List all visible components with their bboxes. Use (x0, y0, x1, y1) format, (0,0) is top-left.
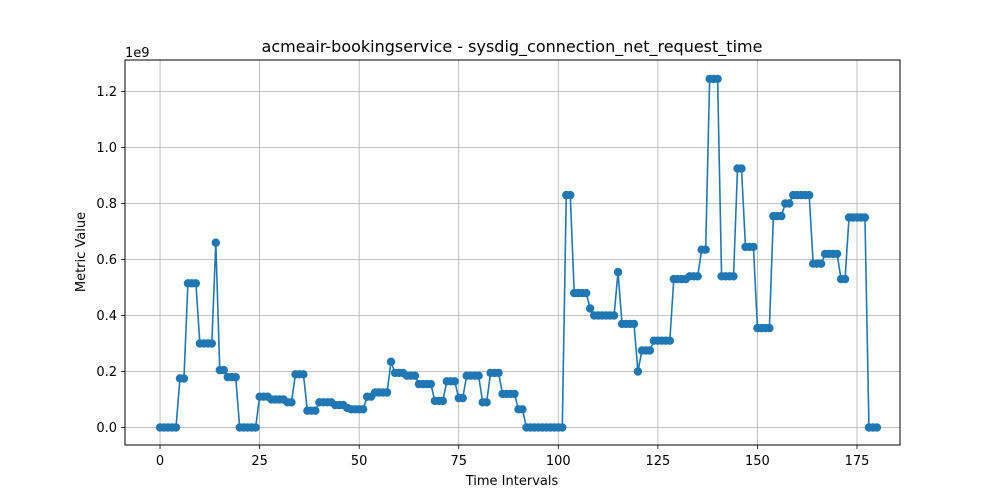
data-point (737, 164, 746, 173)
data-point (410, 371, 420, 380)
x-tick-label: 50 (351, 454, 368, 469)
y-tick-label: 0.6 (96, 253, 117, 268)
data-point (171, 423, 181, 432)
data-point (840, 274, 850, 284)
data-point (299, 370, 308, 379)
data-point (777, 211, 786, 221)
data-point (450, 377, 459, 386)
data-point (749, 242, 758, 252)
x-tick-label: 175 (845, 454, 870, 469)
data-point (426, 379, 436, 389)
data-point (191, 279, 201, 288)
grid (125, 60, 900, 445)
data-points (155, 74, 882, 432)
data-point (701, 245, 710, 254)
x-tick-label: 150 (745, 454, 770, 469)
y-axis: 0.0 0.2 0.4 0.6 0.8 1.0 1.2 (96, 85, 125, 436)
data-point (860, 213, 870, 222)
data-point (765, 323, 774, 333)
data-point (438, 396, 448, 406)
data-point (816, 259, 826, 268)
data-point (832, 249, 842, 259)
data-point (693, 272, 702, 281)
data-point (358, 405, 368, 414)
data-point (287, 398, 296, 407)
data-point (382, 388, 392, 397)
chart-title: acmeair-bookingservice - sysdig_connecti… (262, 37, 763, 57)
data-point (482, 398, 491, 407)
data-point (207, 339, 217, 348)
x-tick-label: 25 (251, 454, 268, 469)
y-axis-label: Metric Value (74, 212, 89, 292)
y-multiplier-label: 1e9 (125, 46, 150, 61)
data-point (713, 74, 722, 84)
data-point (386, 357, 396, 366)
data-point (510, 389, 519, 399)
data-point (665, 336, 675, 345)
data-point (872, 423, 882, 432)
plot-frame (124, 59, 901, 446)
y-tick-label: 1.0 (96, 141, 117, 156)
data-point (179, 374, 189, 383)
series-line (160, 78, 877, 429)
x-axis-label: Time Intervals (465, 474, 559, 489)
data-point (231, 372, 240, 382)
data-point (518, 405, 527, 414)
x-tick-label: 0 (156, 454, 164, 469)
data-point (613, 267, 623, 277)
series-line-group (160, 78, 877, 429)
data-point (474, 371, 483, 380)
y-tick-label: 0.0 (96, 421, 117, 436)
data-point (251, 423, 260, 432)
data-point (785, 199, 794, 208)
data-point (609, 311, 619, 320)
y-tick-label: 0.2 (96, 365, 117, 380)
data-point (729, 272, 738, 281)
data-point (494, 368, 503, 378)
y-tick-label: 0.8 (96, 197, 117, 212)
data-point (558, 423, 567, 432)
data-point (219, 365, 228, 375)
data-point (629, 319, 639, 329)
x-tick-label: 125 (645, 454, 670, 469)
data-point (633, 367, 643, 376)
x-tick-label: 100 (546, 454, 571, 469)
data-point (581, 288, 591, 298)
x-tick-label: 75 (450, 454, 467, 469)
x-axis: 0 25 50 75 100 125 150 175 (156, 445, 869, 469)
data-point (311, 406, 320, 415)
data-point (585, 304, 595, 313)
data-point (805, 190, 814, 200)
data-point (566, 190, 575, 200)
y-tick-label: 1.2 (96, 85, 117, 100)
data-point (645, 346, 655, 355)
data-point (211, 238, 220, 247)
data-point (458, 393, 467, 403)
y-tick-label: 0.4 (96, 309, 117, 324)
